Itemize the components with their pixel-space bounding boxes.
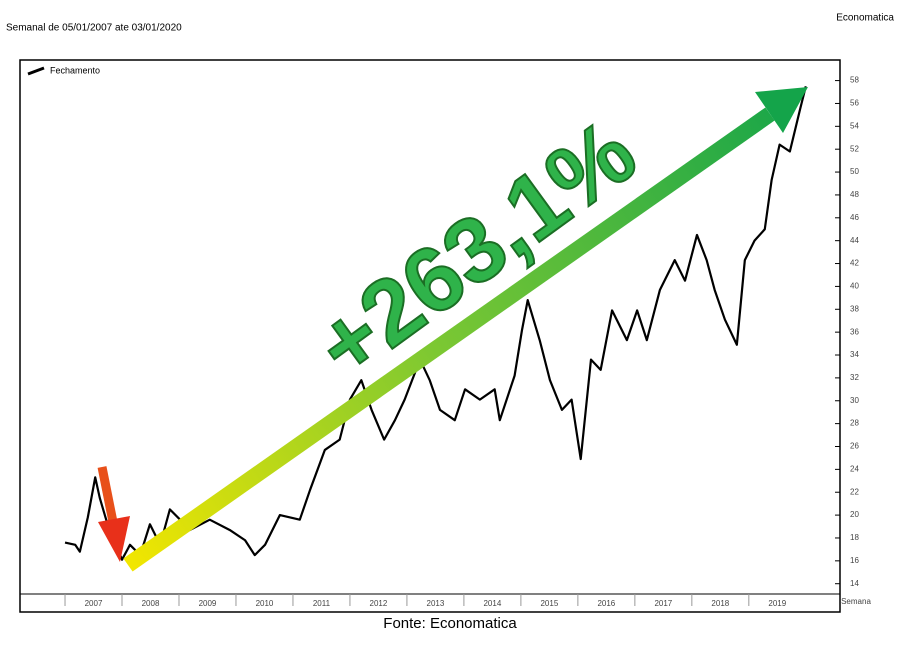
footer: Fonte: Economatica [383, 615, 517, 632]
y-tick-label: 50 [850, 167, 859, 176]
y-tick-label: 54 [850, 121, 859, 130]
legend-label: Fechamento [50, 65, 100, 75]
y-tick-label: 38 [850, 304, 859, 313]
x-tick-label: 2011 [313, 599, 331, 608]
x-tick-label: 2015 [540, 599, 558, 608]
y-tick-label: 24 [850, 464, 859, 473]
x-tick-label: 2007 [85, 599, 103, 608]
y-tick-label: 16 [850, 556, 859, 565]
y-tick-label: 30 [850, 396, 859, 405]
y-tick-label: 46 [850, 213, 859, 222]
y-tick-label: 52 [850, 144, 859, 153]
y-tick-label: 26 [850, 442, 859, 451]
y-tick-label: 40 [850, 282, 859, 291]
y-tick-label: 58 [850, 76, 859, 85]
drop-arrow [97, 466, 130, 562]
y-tick-label: 18 [850, 533, 859, 542]
y-tick-label: 34 [850, 350, 859, 359]
y-tick-label: 14 [850, 579, 859, 588]
x-tick-label: 2014 [483, 599, 501, 608]
price-line [64, 86, 807, 561]
x-tick-label: 2016 [597, 599, 615, 608]
subtitle: Semanal de 05/01/2007 ate 03/01/2020 [6, 23, 182, 34]
x-tick-label: 2008 [142, 599, 160, 608]
x-tick-label: 2017 [654, 599, 672, 608]
x-tick-label: 2012 [370, 599, 388, 608]
x-tick-label: 2009 [199, 599, 217, 608]
y-tick-label: 20 [850, 510, 859, 519]
y-tick-label: 36 [850, 327, 859, 336]
growth-arrow [123, 87, 808, 572]
x-tick-label: 2013 [427, 599, 445, 608]
x-tick-label: 2018 [711, 599, 729, 608]
legend-swatch [27, 66, 45, 76]
y-tick-label: 32 [850, 373, 859, 382]
x-axis-label: Semana [841, 597, 871, 606]
x-tick-label: 2010 [256, 599, 274, 608]
source-top: Economatica [836, 13, 894, 24]
x-tick-label: 2019 [768, 599, 786, 608]
y-tick-label: 42 [850, 259, 859, 268]
y-tick-label: 28 [850, 419, 859, 428]
y-tick-label: 22 [850, 487, 859, 496]
y-tick-label: 44 [850, 236, 859, 245]
y-tick-label: 48 [850, 190, 859, 199]
y-tick-label: 56 [850, 99, 859, 108]
